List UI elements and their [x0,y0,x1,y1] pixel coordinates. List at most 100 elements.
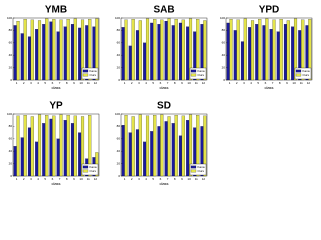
bar [80,19,85,81]
bar [226,22,230,81]
bar [262,25,266,81]
x-tick-label: 5 [152,81,154,85]
bar [121,125,125,177]
legend-swatch [295,69,302,73]
y-tick-label: 20 [9,161,13,165]
x-tick-label: 9 [73,177,75,181]
legend-label: Ours [198,73,205,77]
x-tick-label: 1 [16,81,18,85]
bar [66,19,70,81]
x-tick-label: 1 [124,81,126,85]
y-tick-label: 20 [222,65,226,69]
x-tick-label: 11 [195,81,198,85]
bar [78,132,82,177]
bar [23,19,27,81]
x-tick-label: 2 [23,81,25,85]
x-tick-label: 4 [145,177,147,181]
bar [255,24,259,81]
bar [181,115,185,177]
legend-label: Kana [90,165,97,169]
x-tick-label: 1 [16,177,18,181]
x-axis-label: class [264,85,273,90]
bar [293,18,298,81]
bar [45,18,49,81]
bar [150,22,154,81]
x-tick-label: 2 [131,81,133,85]
bar [138,20,142,81]
bar [186,26,190,81]
bar [196,19,200,81]
x-tick-label: 7 [59,177,61,181]
bar [73,115,77,177]
x-tick-label: 3 [30,177,32,181]
bar [70,123,75,177]
y-tick-label: 60 [9,41,13,45]
bar [78,27,82,81]
bar [203,115,207,177]
y-tick-label: 60 [222,41,226,45]
x-tick-label: 3 [138,177,140,181]
bar [171,123,175,177]
legend-label: Kana [198,165,205,169]
bar [16,115,20,177]
y-tick-label: 0 [10,78,12,82]
bar [42,24,46,81]
y-tick-label: 100 [115,112,120,116]
bar [164,121,168,177]
bar [269,29,273,81]
x-tick-label: 1 [229,81,231,85]
x-tick-label: 5 [44,81,46,85]
y-tick-label: 80 [117,28,121,32]
bar [59,114,63,177]
legend-box [189,163,207,176]
bar [70,24,75,81]
y-tick-label: 40 [117,149,121,153]
x-axis-label: class [51,85,60,90]
bar [35,141,39,177]
x-tick-label: 4 [37,177,39,181]
bar [128,132,132,177]
x-tick-label: 4 [250,81,252,85]
x-tick-label: 5 [152,177,154,181]
bar [49,118,53,177]
x-tick-label: 1 [124,177,126,181]
bar [157,24,161,81]
x-tick-label: 6 [265,81,267,85]
bar [73,18,77,81]
bar [63,120,67,177]
chart: YP1 2 3 4 5 6 7 8 9 10 11 12020406080100classKanaOu… [7,101,100,186]
x-tick-label: 8 [66,177,68,181]
legend-swatch [82,169,89,173]
y-tick-label: 20 [117,65,121,69]
x-tick-label: 10 [79,81,83,85]
bar [308,19,312,81]
y-tick-label: 100 [7,112,12,116]
bar [121,27,125,81]
bar [160,114,164,177]
x-tick-label: 10 [187,177,191,181]
x-axis-label: class [159,85,168,90]
legend-swatch [190,165,197,169]
y-tick-label: 100 [7,16,12,20]
y-tick-label: 80 [9,124,13,128]
bar [59,19,63,81]
legend-label: Ours [303,73,310,77]
bar [56,31,60,81]
bar [13,25,17,81]
chart-title: YMB [45,5,67,16]
bar [35,29,39,81]
bar [138,114,142,177]
x-tick-label: 2 [236,81,238,85]
x-axis-label: class [51,181,60,186]
legend-swatch [82,69,89,73]
chart-title: SAB [153,5,174,16]
bar [196,115,200,177]
legend-box [81,163,99,176]
y-tick-label: 100 [220,16,225,20]
x-tick-label: 3 [30,81,32,85]
bar [243,18,247,81]
y-tick-label: 80 [222,28,226,32]
